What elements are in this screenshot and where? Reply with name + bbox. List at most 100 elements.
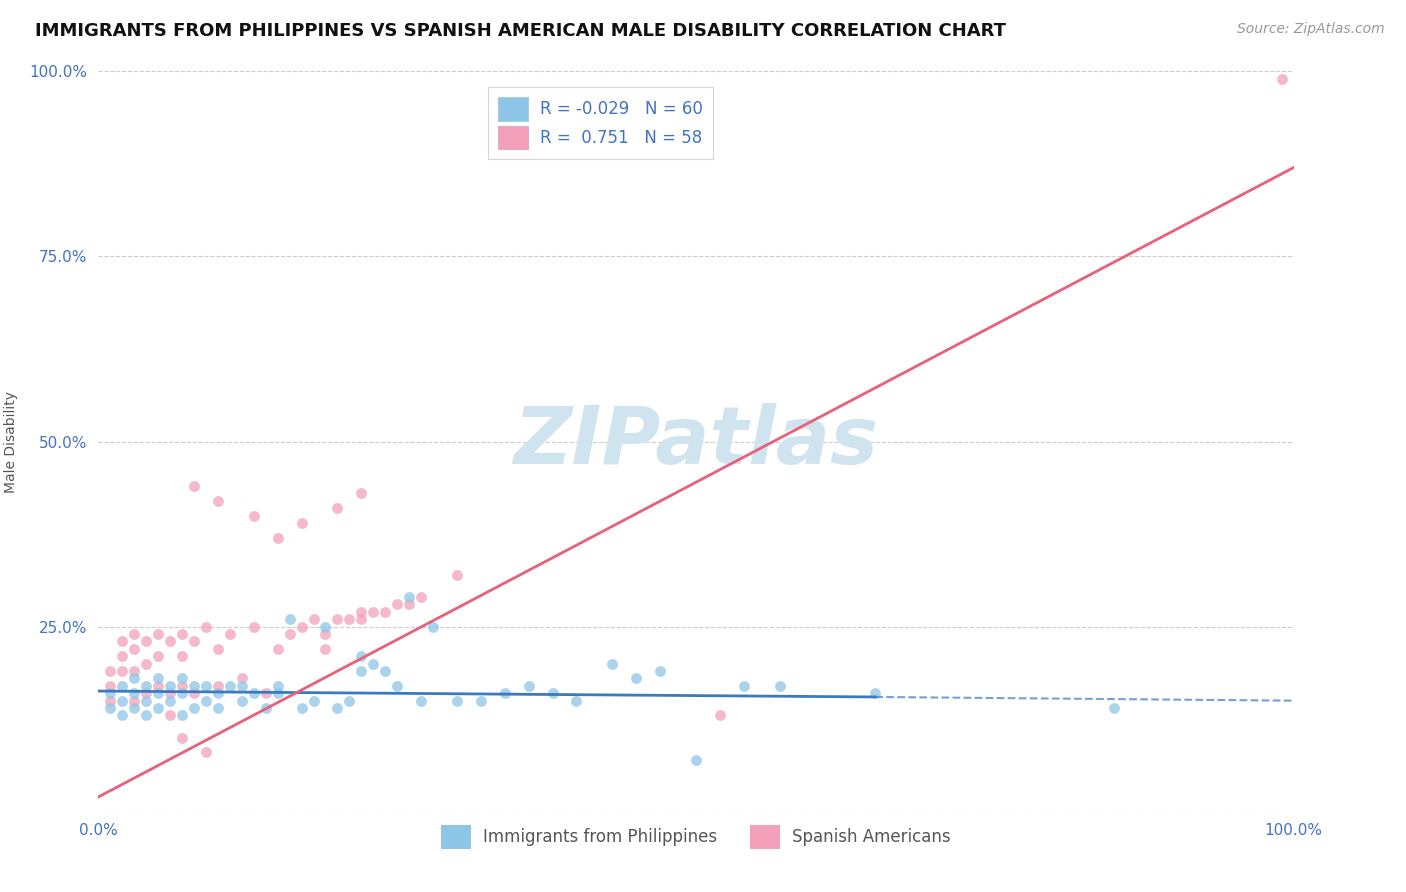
Point — [183, 634, 205, 648]
Point — [148, 649, 170, 664]
Point — [135, 708, 157, 723]
Point — [219, 627, 242, 641]
Point — [374, 664, 396, 678]
Point — [267, 679, 290, 693]
Point — [278, 612, 301, 626]
Point — [363, 605, 385, 619]
Point — [350, 664, 373, 678]
Point — [135, 634, 157, 648]
Point — [243, 686, 266, 700]
Point — [411, 590, 433, 604]
Point — [602, 657, 624, 671]
Point — [768, 679, 790, 693]
Point — [159, 679, 181, 693]
Point — [111, 664, 134, 678]
Point — [111, 649, 134, 664]
Point — [446, 694, 468, 708]
Point — [98, 686, 122, 700]
Point — [709, 708, 731, 723]
Point — [159, 694, 181, 708]
Point — [339, 694, 361, 708]
Point — [172, 708, 194, 723]
Point — [159, 708, 181, 723]
Point — [172, 679, 194, 693]
Point — [148, 672, 170, 686]
Point — [291, 701, 314, 715]
Point — [267, 686, 290, 700]
Point — [111, 694, 134, 708]
Point — [254, 686, 277, 700]
Point — [231, 694, 253, 708]
Point — [98, 679, 122, 693]
Point — [183, 701, 205, 715]
Point — [148, 679, 170, 693]
Point — [183, 479, 205, 493]
Point — [278, 627, 301, 641]
Point — [422, 619, 444, 633]
Point — [398, 590, 420, 604]
Point — [326, 701, 349, 715]
Point — [517, 679, 540, 693]
Y-axis label: Male Disability: Male Disability — [4, 391, 18, 492]
Point — [172, 649, 194, 664]
Point — [124, 694, 146, 708]
Point — [315, 627, 337, 641]
Point — [98, 701, 122, 715]
Point — [865, 686, 887, 700]
Point — [541, 686, 564, 700]
Point — [626, 672, 648, 686]
Point — [195, 746, 218, 760]
Point — [159, 686, 181, 700]
Point — [183, 679, 205, 693]
Point — [135, 679, 157, 693]
Point — [733, 679, 755, 693]
Point — [207, 493, 229, 508]
Point — [267, 641, 290, 656]
Point — [207, 641, 229, 656]
Point — [291, 516, 314, 530]
Point — [243, 508, 266, 523]
Point — [124, 627, 146, 641]
Point — [98, 664, 122, 678]
Point — [350, 605, 373, 619]
Point — [363, 657, 385, 671]
Point — [148, 627, 170, 641]
Point — [350, 486, 373, 500]
Point — [135, 657, 157, 671]
Point — [111, 634, 134, 648]
Point — [385, 679, 409, 693]
Point — [183, 686, 205, 700]
Point — [243, 619, 266, 633]
Point — [148, 686, 170, 700]
Point — [648, 664, 672, 678]
Point — [291, 619, 314, 633]
Point — [207, 679, 229, 693]
Point — [159, 634, 181, 648]
Point — [207, 701, 229, 715]
Point — [446, 567, 468, 582]
Point — [315, 641, 337, 656]
Point — [565, 694, 588, 708]
Point — [685, 753, 707, 767]
Point — [385, 598, 409, 612]
Point — [207, 686, 229, 700]
Point — [231, 679, 253, 693]
Point — [302, 694, 325, 708]
Point — [135, 686, 157, 700]
Text: IMMIGRANTS FROM PHILIPPINES VS SPANISH AMERICAN MALE DISABILITY CORRELATION CHAR: IMMIGRANTS FROM PHILIPPINES VS SPANISH A… — [35, 22, 1007, 40]
Point — [326, 612, 349, 626]
Point — [374, 605, 396, 619]
Point — [148, 701, 170, 715]
Point — [339, 612, 361, 626]
Point — [195, 694, 218, 708]
Point — [172, 672, 194, 686]
Point — [124, 686, 146, 700]
Point — [195, 619, 218, 633]
Point — [172, 627, 194, 641]
Text: Source: ZipAtlas.com: Source: ZipAtlas.com — [1237, 22, 1385, 37]
Point — [231, 672, 253, 686]
Point — [398, 598, 420, 612]
Legend: Immigrants from Philippines, Spanish Americans: Immigrants from Philippines, Spanish Ame… — [434, 818, 957, 855]
Point — [470, 694, 492, 708]
Point — [254, 701, 277, 715]
